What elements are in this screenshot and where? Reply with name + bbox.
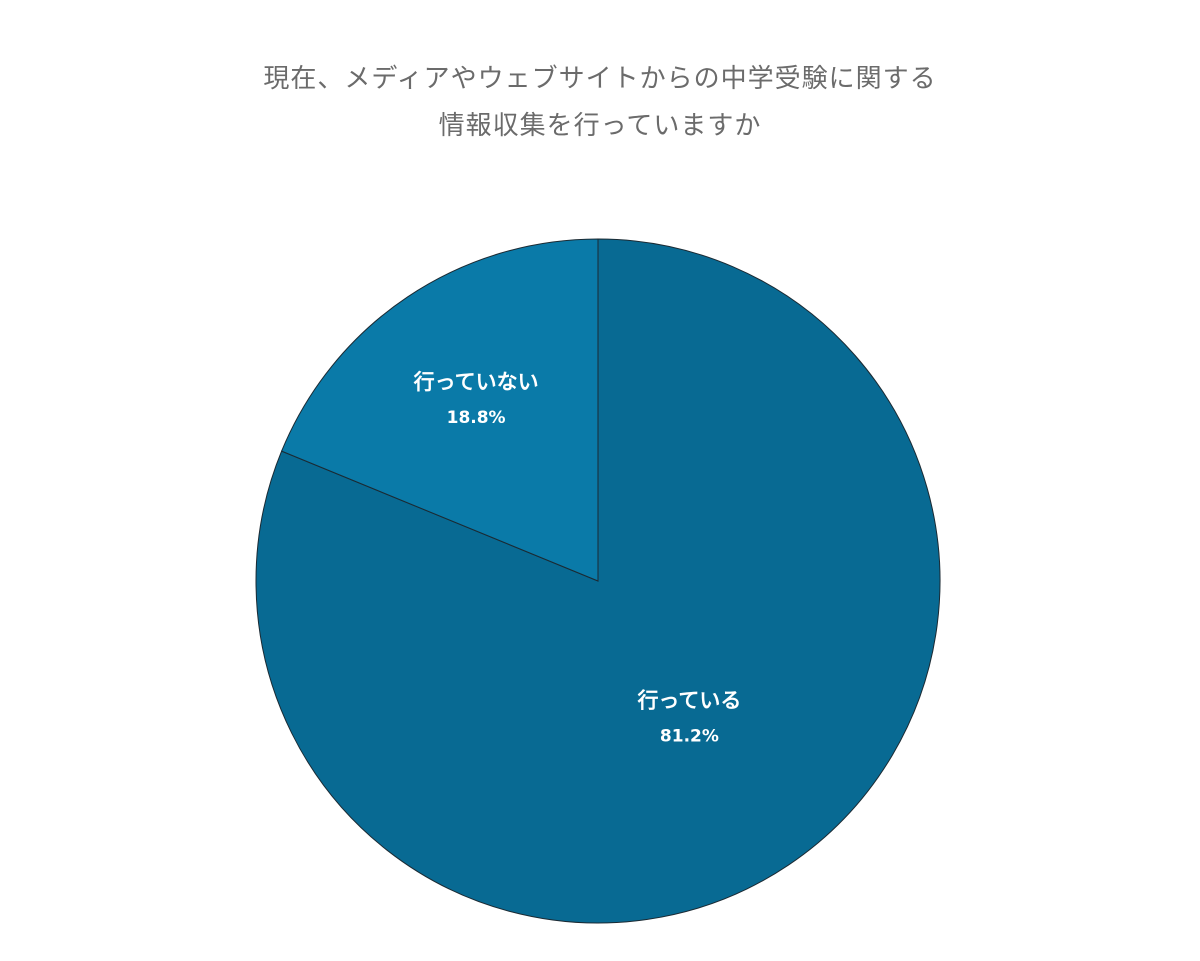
pie-slice-not-performed — [280, 238, 599, 582]
chart-title-line-2: 情報収集を行っていますか — [438, 111, 762, 141]
pie-slices — [255, 238, 941, 924]
slice-label-not-performed: 行っていない — [413, 370, 539, 394]
slice-value-not-performed: 18.8% — [447, 408, 506, 428]
pie-labels: 行っている 81.2% 行っていない 18.8% — [413, 370, 742, 746]
slice-value-performed: 81.2% — [660, 726, 719, 746]
chart-title: 現在、メディアやウェブサイトからの中学受験に関する 情報収集を行っていますか — [0, 56, 1200, 150]
slice-label-performed: 行っている — [636, 688, 741, 712]
chart-title-line-1: 現在、メディアやウェブサイトからの中学受験に関する — [263, 64, 937, 94]
